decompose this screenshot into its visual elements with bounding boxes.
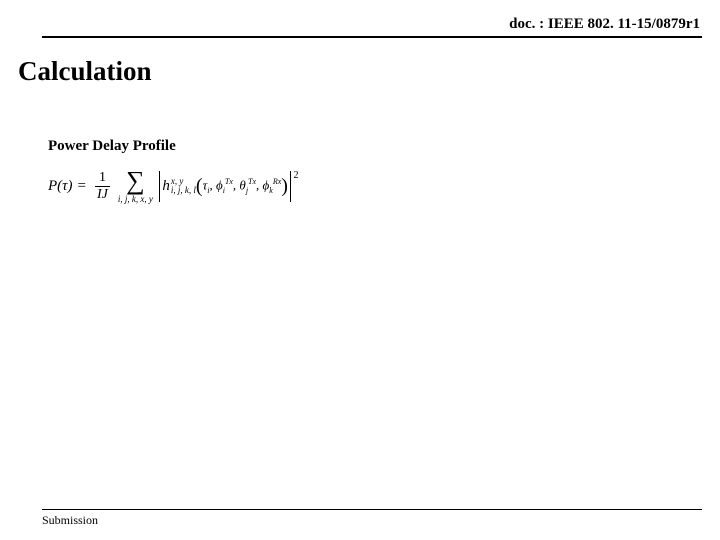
eq-sum-index: i, j, k, x, y bbox=[118, 195, 153, 204]
eq-h-supsub: x, y i, j, k, l bbox=[171, 177, 196, 195]
eq-arg4-sup: Rx bbox=[273, 177, 281, 186]
eq-h-sub: i, j, k, l bbox=[171, 186, 196, 195]
eq-arg3-sub: j bbox=[246, 186, 248, 195]
eq-fraction: 1 IJ bbox=[95, 170, 110, 203]
eq-args: τi, ϕiTx, θjTx, ϕkRx bbox=[203, 177, 282, 195]
eq-arg2-sub: i bbox=[223, 186, 225, 195]
eq-h: h bbox=[162, 178, 170, 195]
eq-outer-exponent: 2 bbox=[293, 170, 298, 181]
eq-arg2-base: ϕ bbox=[216, 177, 223, 192]
eq-arg3-sup: Tx bbox=[248, 177, 256, 186]
eq-sum-symbol: ∑ bbox=[126, 168, 145, 194]
eq-lparen: ( bbox=[196, 175, 203, 198]
eq-equals: = bbox=[78, 178, 86, 195]
section-subtitle: Power Delay Profile bbox=[48, 138, 176, 155]
equation-power-delay-profile: P(τ) = 1 IJ ∑ i, j, k, x, y h x, y i, j,… bbox=[48, 168, 298, 204]
eq-abs-right bbox=[290, 171, 292, 202]
eq-lhs: P(τ) bbox=[48, 178, 73, 195]
eq-abs-inner: h x, y i, j, k, l ( τi, ϕiTx, θjTx, ϕkRx… bbox=[160, 171, 290, 202]
header-rule bbox=[42, 36, 702, 38]
eq-arg2-sup: Tx bbox=[225, 177, 233, 186]
eq-rparen: ) bbox=[281, 175, 288, 198]
eq-arg4-sub: k bbox=[269, 186, 273, 195]
eq-sum: ∑ i, j, k, x, y bbox=[118, 168, 153, 204]
page-title: Calculation bbox=[18, 56, 152, 87]
doc-id: doc. : IEEE 802. 11-15/0879r1 bbox=[509, 16, 700, 33]
footer-text: Submission bbox=[42, 513, 98, 528]
eq-frac-den: IJ bbox=[95, 186, 110, 203]
eq-abs-group: h x, y i, j, k, l ( τi, ϕiTx, θjTx, ϕkRx… bbox=[159, 171, 292, 202]
footer-rule bbox=[42, 509, 702, 510]
eq-frac-num: 1 bbox=[97, 170, 108, 186]
